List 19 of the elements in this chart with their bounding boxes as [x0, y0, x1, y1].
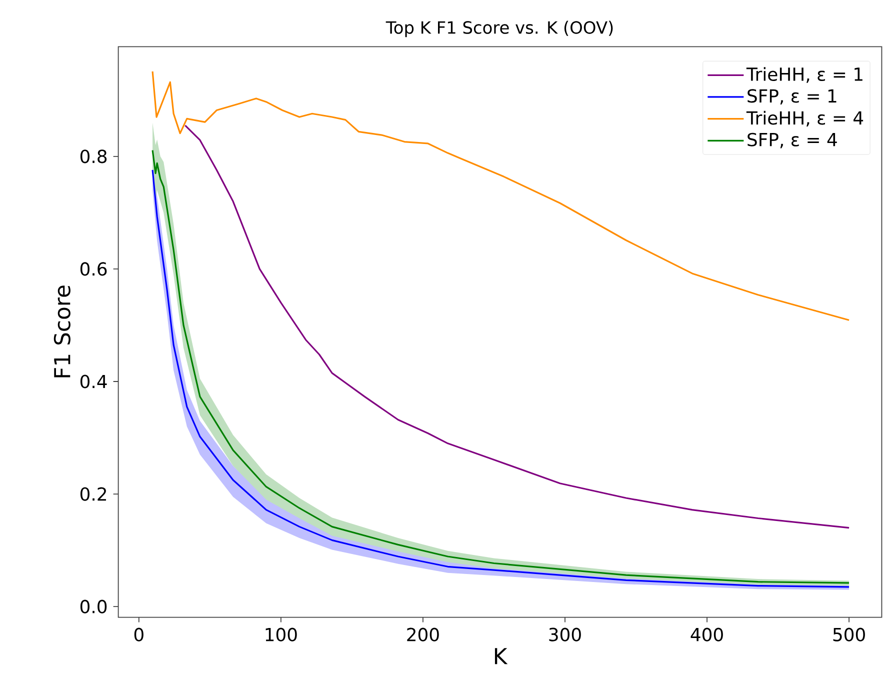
- line-series: [184, 124, 850, 529]
- x-tick-label: 300: [549, 628, 581, 642]
- y-tick-label: 0.0: [80, 600, 107, 614]
- y-axis-title: F1 Score: [54, 286, 70, 378]
- legend-label: SFP, ε = 4: [748, 132, 837, 148]
- legend-label: TrieHH, ε = 1: [746, 67, 862, 83]
- x-tick-label: 500: [833, 628, 865, 642]
- y-tick-label: 0.6: [80, 262, 107, 276]
- x-tick-label: 400: [690, 628, 723, 642]
- chart-title: Top K F1 Score vs. K (OOV): [386, 20, 613, 38]
- x-tick-label: 100: [266, 628, 297, 642]
- x-tick-label: 0: [134, 628, 144, 642]
- y-tick-label: 0.4: [80, 374, 107, 388]
- y-tick-label: 0.2: [80, 487, 106, 501]
- x-axis-title: K: [494, 648, 508, 664]
- y-tick-label: 0.8: [80, 150, 107, 164]
- legend-label: SFP, ε = 1: [748, 89, 836, 105]
- x-tick-label: 200: [407, 628, 439, 642]
- legend-label: TrieHH, ε = 4: [746, 110, 864, 127]
